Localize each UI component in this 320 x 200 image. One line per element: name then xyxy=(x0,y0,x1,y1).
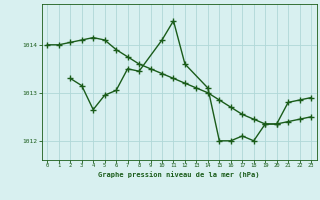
X-axis label: Graphe pression niveau de la mer (hPa): Graphe pression niveau de la mer (hPa) xyxy=(99,171,260,178)
